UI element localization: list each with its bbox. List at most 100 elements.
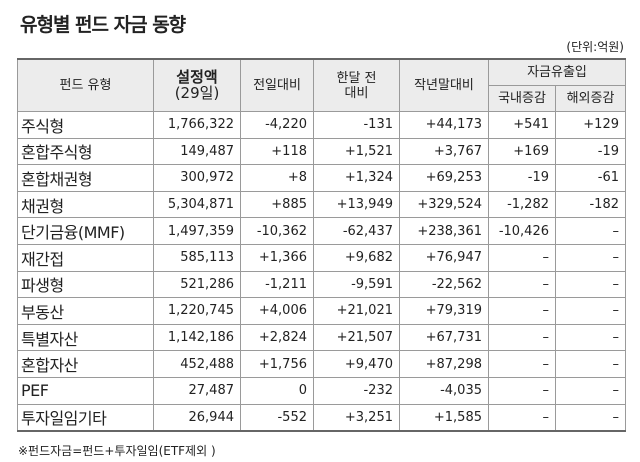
cell: -131 [313,111,400,139]
cell: -1,211 [240,270,314,299]
col-header-text: 한달 전 [336,70,377,86]
cell: 300,972 [153,164,241,192]
table-row: 혼합주식형 149,487 +118 +1,521 +3,767 +169 -19 [17,137,626,166]
cell: +129 [555,111,626,139]
cell: -552 [240,403,314,433]
fund-table: 펀드 유형 설정액 (29일) 전일대비 한달 전 대비 작년말대비 자금유출입 국… [17,58,626,433]
cell: 149,487 [153,137,241,166]
col-header: 국내증감 [488,85,556,112]
cell: – [488,403,556,433]
cell: +69,253 [399,164,489,192]
cell: +87,298 [399,350,489,378]
cell: +885 [240,190,314,219]
cell: – [488,297,556,325]
title: 유형별 펀드 자금 동향 [20,14,186,36]
cell: +76,947 [399,243,489,272]
cell: -1,282 [488,190,556,219]
col-header: 설정액 (29일) [153,58,241,112]
cell: -4,035 [399,376,489,405]
cell: 5,304,871 [153,190,241,219]
cell: +118 [240,137,314,166]
cell: +8 [240,164,314,192]
cell: 585,113 [153,243,241,272]
cell: +2,824 [240,323,314,352]
fund-type: 부동산 [17,297,154,325]
table-body: 주식형 1,766,322 -4,220 -131 +44,173 +541 +129 혼합주… [17,111,626,433]
cell: +238,361 [399,217,489,245]
fund-type: 재간접 [17,243,154,272]
col-header: 자금유출입 [488,58,626,86]
cell: +1,521 [313,137,400,166]
col-header: 한달 전 대비 [313,58,400,112]
col-header: 작년말대비 [399,58,489,112]
cell: – [488,376,556,405]
cell: 0 [240,376,314,405]
cell: -10,362 [240,217,314,245]
fund-type: 투자일임기타 [17,403,154,433]
cell: -22,562 [399,270,489,299]
cell: 1,142,186 [153,323,241,352]
cell: -4,220 [240,111,314,139]
fund-type: 주식형 [17,111,154,139]
col-header-text: (29일) [174,83,220,102]
table-row: PEF 27,487 0 -232 -4,035– – [17,376,626,405]
cell: – [555,217,626,245]
cell: -232 [313,376,400,405]
cell: -10,426 [488,217,556,245]
col-header-text: 설정액 [176,67,218,86]
cell: +1,756 [240,350,314,378]
cell: -9,591 [313,270,400,299]
cell: – [488,243,556,272]
cell: 27,487 [153,376,241,405]
cell: – [555,376,626,405]
fund-type: 혼합주식형 [17,137,154,166]
table-row: 투자일임기타 26,944 -552 +3,251 +1,585– – [17,403,626,433]
cell: +169 [488,137,556,166]
cell: +4,006 [240,297,314,325]
cell: – [555,243,626,272]
cell: -182 [555,190,626,219]
fund-type: 혼합채권형 [17,164,154,192]
cell: +21,507 [313,323,400,352]
cell: – [555,403,626,433]
table-row: 파생형 521,286 -1,211 -9,591 -22,562– – [17,270,626,299]
cell: +44,173 [399,111,489,139]
cell: -19 [488,164,556,192]
cell: +3,767 [399,137,489,166]
col-header: 전일대비 [240,58,314,112]
cell: – [488,323,556,352]
cell: – [488,270,556,299]
cell: +21,021 [313,297,400,325]
cell: – [555,350,626,378]
cell: +329,524 [399,190,489,219]
cell: 1,220,745 [153,297,241,325]
cell: 521,286 [153,270,241,299]
fund-type: 특별자산 [17,323,154,352]
cell: +1,366 [240,243,314,272]
fund-type: 단기금융(MMF) [17,217,154,245]
table-row: 채권형 5,304,871 +885 +13,949 +329,524 -1,282 -18… [17,190,626,219]
col-header: 해외증감 [555,85,626,112]
table-row: 부동산 1,220,745 +4,006 +21,021 +79,319– – [17,297,626,325]
table-row: 혼합자산 452,488 +1,756 +9,470 +87,298– – [17,350,626,378]
cell: +13,949 [313,190,400,219]
table-row: 주식형 1,766,322 -4,220 -131 +44,173 +541 +129 [17,111,626,139]
cell: +3,251 [313,403,400,433]
fund-type: 파생형 [17,270,154,299]
cell: +79,319 [399,297,489,325]
cell: – [555,270,626,299]
table-row: 혼합채권형 300,972 +8 +1,324 +69,253 -19 -61 [17,164,626,192]
unit: (단위:억원) [566,40,624,54]
cell: +67,731 [399,323,489,352]
table-row: 재간접 585,113 +1,366 +9,682 +76,947– – [17,243,626,272]
cell: 452,488 [153,350,241,378]
cell: 1,766,322 [153,111,241,139]
cell: – [488,350,556,378]
cell: 1,497,359 [153,217,241,245]
col-header: 펀드 유형 [17,58,154,112]
fund-type: 혼합자산 [17,350,154,378]
col-header-text: 대비 [344,85,369,101]
cell: +541 [488,111,556,139]
cell: -19 [555,137,626,166]
